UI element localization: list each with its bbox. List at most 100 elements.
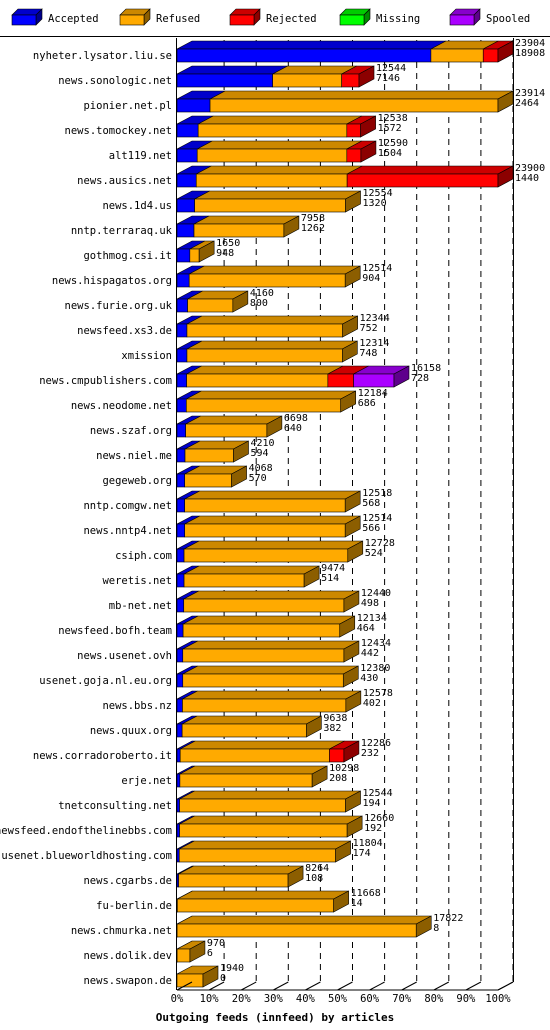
bar-segment-side	[360, 115, 376, 138]
offered-value: 4210	[250, 438, 274, 449]
bar-segment-refused	[178, 848, 336, 863]
bar-segment-side	[303, 565, 320, 588]
bar-segment-refused	[179, 798, 346, 813]
site-label: news.neodome.net	[71, 400, 172, 412]
offered-value: 11668	[351, 888, 381, 899]
accepted-value: 686	[358, 398, 376, 409]
site-label: nyheter.lysator.liu.se	[33, 50, 172, 62]
site-label: news.tomockey.net	[65, 125, 172, 137]
accepted-value: 498	[361, 598, 379, 609]
bar-segment-top-refused	[193, 215, 300, 225]
offered-value: 12590	[378, 138, 408, 149]
legend-item-spooled: Spooled	[449, 8, 530, 26]
accepted-value: 1572	[378, 123, 402, 134]
offered-value: 4068	[249, 463, 273, 474]
x-tick-mark	[273, 981, 289, 991]
bar-row	[176, 315, 358, 338]
bar-segment-top-refused	[198, 115, 362, 125]
bar-row	[176, 465, 247, 488]
bar-segment-refused	[196, 148, 348, 163]
offered-value: 12544	[363, 788, 393, 799]
bar-segment-refused	[186, 373, 329, 388]
bar-segment-side	[343, 740, 360, 763]
site-label: news.chmurka.net	[71, 925, 172, 937]
offered-value: 12286	[361, 738, 391, 749]
bar-segment-accepted	[176, 473, 186, 488]
bar-segment-side	[342, 340, 358, 363]
bar-row	[176, 765, 328, 788]
accepted-value: 594	[250, 448, 268, 459]
legend-label: Rejected	[266, 13, 317, 25]
accepted-value: 524	[365, 548, 383, 559]
bar-segment-refused	[197, 123, 348, 138]
bar-segment-accepted	[176, 648, 184, 663]
offered-value: 12514	[362, 263, 392, 274]
bar-segment-accepted	[176, 348, 188, 363]
offered-value: 1650	[216, 238, 240, 249]
bar-segment-accepted	[176, 823, 180, 838]
offered-value: 10298	[329, 763, 359, 774]
bar-segment-accepted	[176, 73, 273, 88]
bar-segment-accepted	[176, 448, 186, 463]
bar-row	[176, 640, 360, 663]
bar-segment-accepted	[176, 48, 432, 63]
offered-value: 12184	[358, 388, 388, 399]
bar-segment-accepted	[176, 123, 199, 138]
bar-segment-accepted	[176, 248, 191, 263]
bar-segment-side	[287, 865, 304, 888]
bar-segment-side	[333, 890, 349, 913]
bar-row	[176, 115, 376, 138]
bar-segment-side	[202, 965, 219, 988]
bar-segment-side	[345, 790, 361, 813]
offered-value: 6698	[284, 413, 308, 424]
bar-segment-refused	[182, 673, 344, 688]
offered-value: 970	[207, 938, 225, 949]
accepted-value: 7146	[376, 73, 400, 84]
bar-segment-top-refused	[183, 590, 360, 600]
site-label: news.corradoroberto.it	[33, 750, 172, 762]
bar-segment-side	[335, 840, 351, 863]
bar-segment-rejected	[346, 148, 362, 163]
bar-row	[176, 515, 361, 538]
bar-segment-side	[358, 65, 375, 88]
bar-segment-top-refused	[182, 615, 355, 625]
bar-segment-top-refused	[185, 415, 283, 425]
offered-value: 16158	[411, 363, 441, 374]
x-tick-mark	[465, 981, 482, 991]
bar-segment-spooled	[353, 373, 395, 388]
bar-segment-refused	[430, 48, 484, 63]
bar-row	[176, 890, 349, 913]
bar-segment-top-accepted	[176, 40, 447, 50]
bar-segment-side	[497, 40, 514, 63]
bar-segment-top-refused	[182, 665, 359, 675]
bar-row	[176, 215, 300, 238]
bar-segment-side	[198, 240, 215, 263]
accepted-value: 570	[249, 473, 267, 484]
bars	[176, 40, 514, 988]
legend-swatch-front	[229, 14, 255, 26]
bar-segment-top-refused	[194, 190, 361, 200]
bar-segment-accepted	[176, 298, 188, 313]
legend-item-refused: Refused	[119, 8, 200, 26]
bar-row	[176, 190, 361, 213]
accepted-value: 640	[284, 423, 302, 434]
bar-segment-refused	[182, 623, 341, 638]
bar-row	[176, 415, 283, 438]
accepted-value: 566	[362, 523, 380, 534]
bar-segment-top-refused	[178, 865, 304, 875]
accepted-value: 14	[351, 898, 363, 909]
bar-segment-side	[231, 465, 247, 488]
bar-segment-refused	[182, 698, 347, 713]
bar-row	[176, 965, 219, 988]
bar-segment-refused	[189, 248, 200, 263]
site-labels: nyheter.lysator.liu.se news.sonologic.net…	[0, 50, 173, 987]
bar-segment-top-refused	[197, 140, 362, 150]
accepted-value: 514	[321, 573, 339, 584]
site-label: tnetconsulting.net	[58, 800, 172, 812]
site-label: fu-berlin.de	[96, 900, 172, 912]
bar-row	[176, 865, 304, 888]
accepted-value: 948	[216, 248, 234, 259]
bar-segment-refused	[183, 573, 305, 588]
bar-segment-side	[283, 215, 300, 238]
